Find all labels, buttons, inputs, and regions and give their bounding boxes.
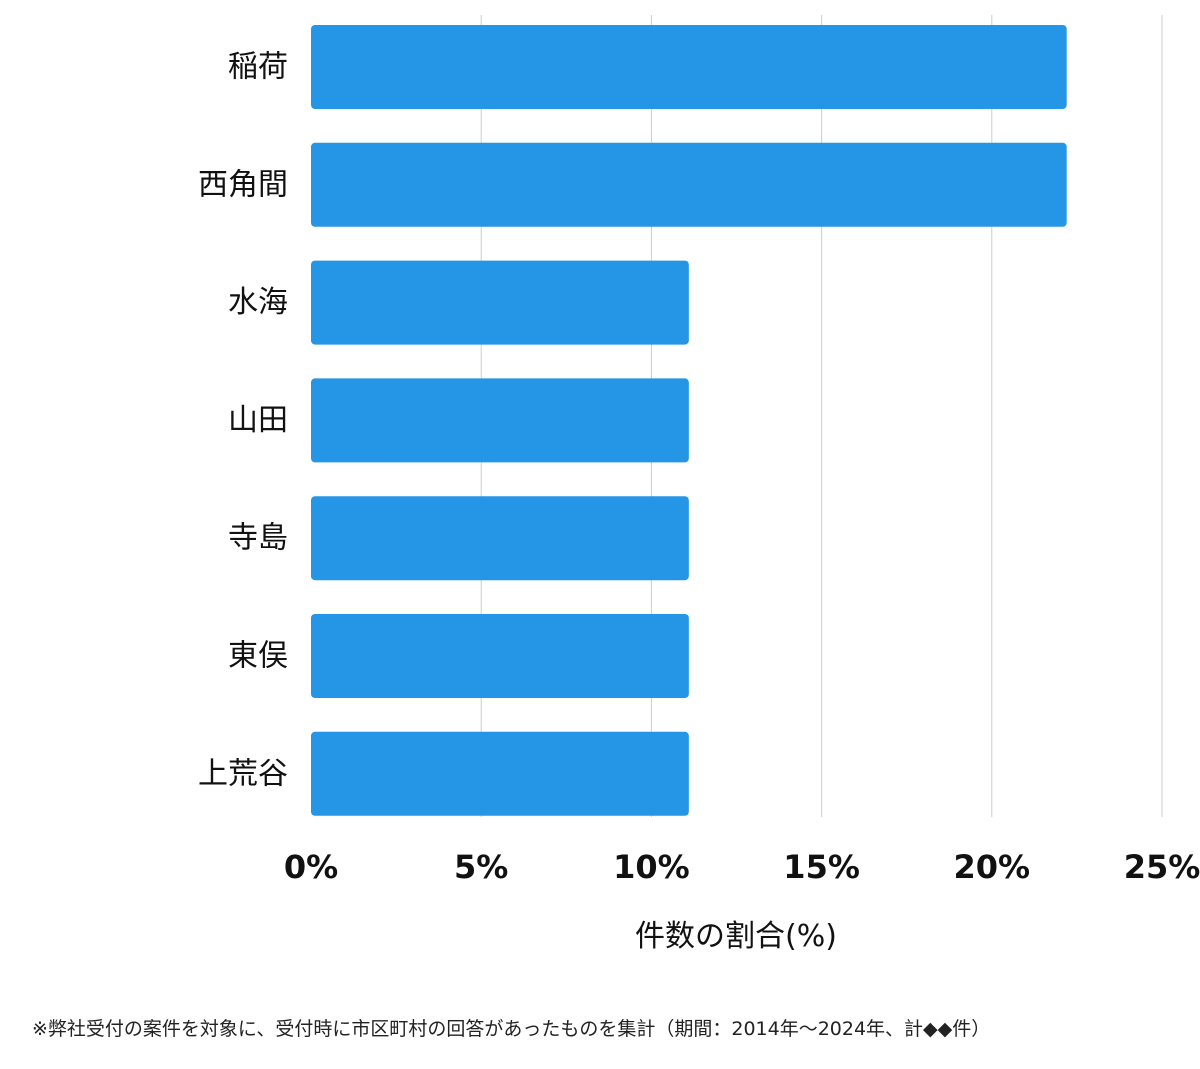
bar xyxy=(311,260,689,345)
x-tick-label: 0% xyxy=(284,848,338,886)
category-label: 寺島 xyxy=(228,521,288,556)
bar xyxy=(311,142,1067,227)
x-axis-title: 件数の割合(%) xyxy=(635,919,837,954)
bar xyxy=(311,614,689,698)
category-label: 上荒谷 xyxy=(198,756,288,791)
category-label: 水海 xyxy=(228,285,288,320)
x-tick-label: 10% xyxy=(613,848,690,886)
x-tick-label: 15% xyxy=(783,848,860,886)
bars xyxy=(311,25,1067,816)
x-tick-label: 25% xyxy=(1124,848,1200,886)
bar xyxy=(311,496,689,581)
footnote: ※弊社受付の案件を対象に、受付時に市区町村の回答があったものを集計（期間：201… xyxy=(32,1018,991,1040)
bar xyxy=(311,731,689,816)
category-label: 稲荷 xyxy=(228,50,288,85)
category-label: 西角間 xyxy=(198,167,288,202)
bar xyxy=(311,25,1067,109)
category-label: 東俣 xyxy=(228,639,288,674)
x-tick-labels: 0% 5% 10% 15% 20% 25% xyxy=(284,848,1200,886)
x-tick-label: 20% xyxy=(954,848,1031,886)
x-tick-label: 5% xyxy=(454,848,508,886)
bar xyxy=(311,378,689,463)
category-label: 山田 xyxy=(228,403,288,438)
